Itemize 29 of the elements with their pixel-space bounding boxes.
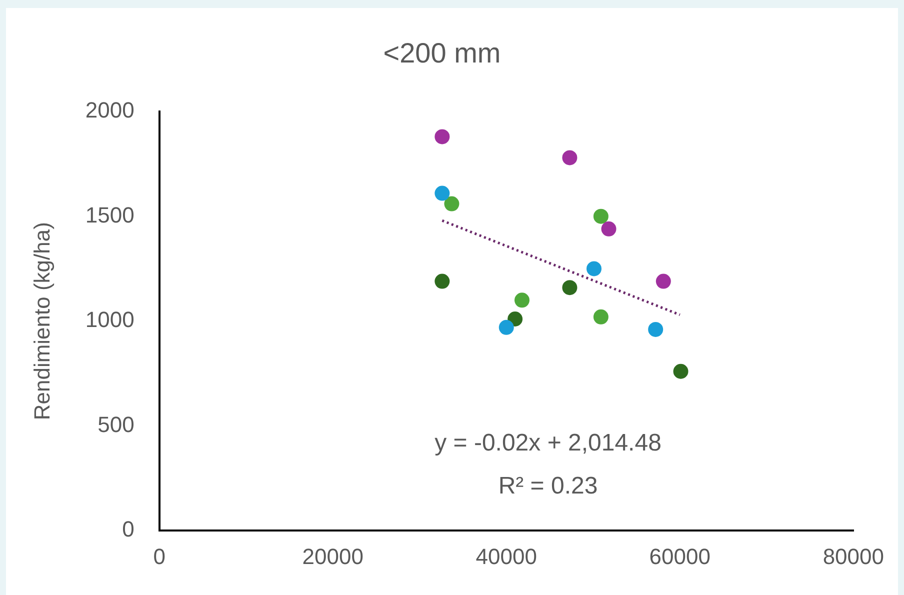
point xyxy=(648,322,664,337)
point xyxy=(593,309,608,324)
point xyxy=(673,364,688,379)
annotation: R² = 0.23 xyxy=(498,472,598,500)
point xyxy=(562,280,578,296)
y-axis-title: Rendimiento (kg/ha) xyxy=(29,222,54,420)
point xyxy=(514,292,530,308)
y-tick-label: 500 xyxy=(98,412,134,437)
point xyxy=(562,150,578,166)
x-tick-label: 0 xyxy=(153,544,166,569)
y-tick-label: 0 xyxy=(122,516,134,542)
x-tick-label: 80000 xyxy=(822,544,884,569)
point xyxy=(586,261,602,276)
point xyxy=(498,320,514,335)
point xyxy=(434,186,450,201)
annotation: y = -0.02x + 2,014.48 xyxy=(434,430,662,457)
point xyxy=(434,129,450,144)
point xyxy=(593,208,608,224)
x-tick-label: 60000 xyxy=(649,544,710,569)
y-tick-label: 1000 xyxy=(85,307,134,332)
point xyxy=(434,274,450,289)
point xyxy=(444,196,460,212)
y-tick-label: 2000 xyxy=(85,98,134,123)
x-tick-label: 40000 xyxy=(476,544,537,569)
x-tick-label: 20000 xyxy=(302,544,364,569)
point xyxy=(656,274,671,289)
chart-title: <200 mm xyxy=(383,38,501,69)
point xyxy=(601,221,616,236)
y-tick-label: 1500 xyxy=(85,202,134,228)
